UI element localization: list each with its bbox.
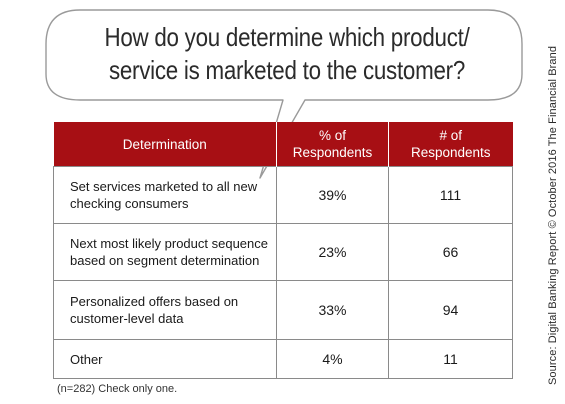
header-count-line-1: # of bbox=[439, 128, 463, 143]
row-label-line-1: Set services marketed to all new bbox=[70, 179, 258, 194]
question-title: How do you determine which product/ serv… bbox=[90, 21, 484, 87]
row-percent: 33% bbox=[276, 280, 389, 340]
row-percent: 39% bbox=[276, 166, 389, 224]
row-label: Set services marketed to all new checkin… bbox=[53, 166, 277, 224]
row-label: Other bbox=[53, 339, 277, 379]
table-row: Personalized offers based on customer-le… bbox=[53, 280, 513, 340]
row-percent: 4% bbox=[276, 339, 389, 379]
row-label: Next most likely product sequence based … bbox=[53, 223, 277, 281]
row-percent: 23% bbox=[276, 223, 389, 281]
header-percent-respondents: % of Respondents bbox=[276, 122, 389, 167]
row-label-line-1: Next most likely product sequence bbox=[70, 236, 268, 251]
row-count: 94 bbox=[388, 280, 513, 340]
row-label-line-2: based on segment determination bbox=[70, 253, 260, 268]
header-percent-line-1: % of bbox=[318, 128, 346, 143]
table-row: Other 4% 11 bbox=[53, 339, 513, 379]
row-count: 111 bbox=[388, 166, 513, 224]
question-title-line-1: How do you determine which product/ bbox=[104, 22, 470, 52]
row-label-line-2: checking consumers bbox=[70, 196, 189, 211]
header-count-line-2: Respondents bbox=[410, 145, 491, 160]
header-determination-label: Determination bbox=[122, 136, 207, 152]
table-header-row: Determination % of Respondents # of Resp… bbox=[53, 122, 513, 167]
row-label-line-2: customer-level data bbox=[70, 311, 184, 326]
table-row: Next most likely product sequence based … bbox=[53, 223, 513, 281]
results-table: Determination % of Respondents # of Resp… bbox=[53, 122, 513, 379]
question-title-line-2: service is marketed to the customer? bbox=[108, 55, 466, 85]
row-count: 11 bbox=[388, 339, 513, 379]
header-determination: Determination bbox=[53, 122, 277, 167]
sample-size-footnote: (n=282) Check only one. bbox=[57, 383, 178, 395]
header-count-respondents: # of Respondents bbox=[388, 122, 513, 167]
row-count: 66 bbox=[388, 223, 513, 281]
table-row: Set services marketed to all new checkin… bbox=[53, 166, 513, 224]
row-label-line-1: Other bbox=[70, 351, 103, 367]
source-credit: Source: Digital Banking Report © October… bbox=[547, 45, 559, 385]
header-percent-line-2: Respondents bbox=[292, 145, 373, 160]
row-label: Personalized offers based on customer-le… bbox=[53, 280, 277, 340]
row-label-line-1: Personalized offers based on bbox=[70, 294, 239, 309]
